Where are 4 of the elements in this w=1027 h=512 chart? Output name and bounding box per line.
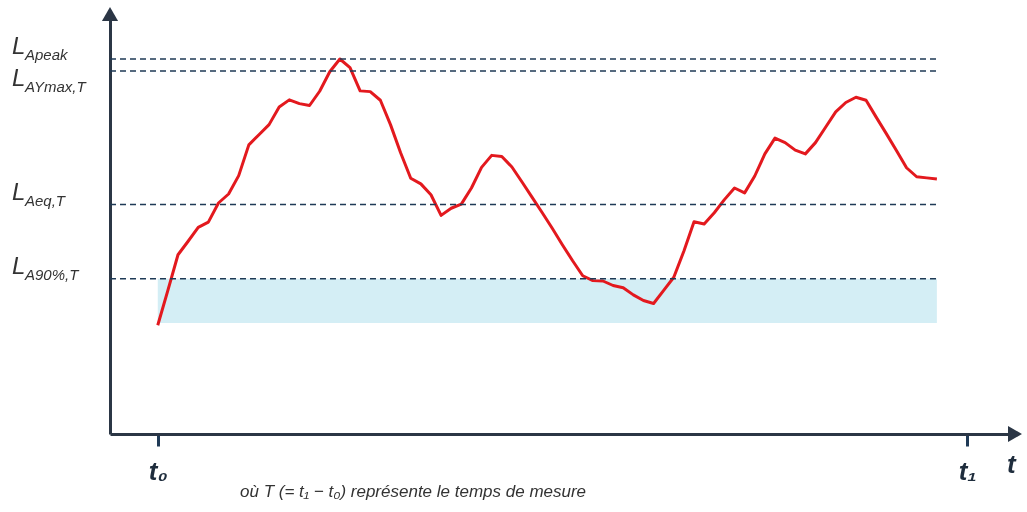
x-tick-label: t₁	[958, 455, 977, 486]
x-axis-title: t	[1007, 449, 1017, 479]
x-tick-label: t₀	[148, 455, 168, 486]
text: où T (= t₁ − t₀) représente le temps de mesure	[240, 482, 587, 501]
